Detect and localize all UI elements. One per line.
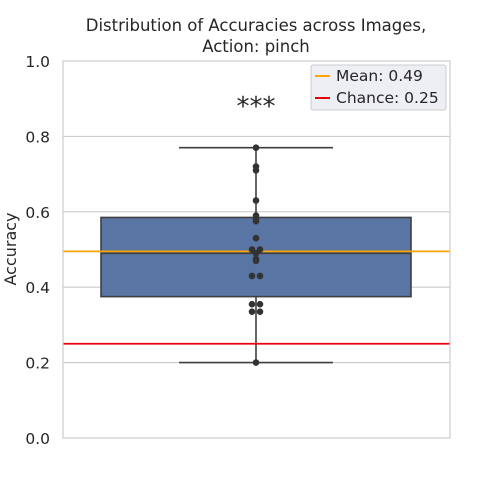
data-point-14 [256,272,264,280]
legend: Mean: 0.49 Chance: 0.25 [310,64,447,111]
data-point-12 [252,257,260,265]
data-point-3 [252,197,260,204]
data-point-19 [252,359,260,366]
y-tick-label-1: 0.2 [25,355,50,373]
legend-label-mean: Mean: 0.49 [336,67,423,85]
data-point-0 [252,144,260,152]
data-point-15 [248,300,256,308]
y-tick-label-3: 0.6 [25,204,50,222]
y-tick-labels: 0.0 0.2 0.4 0.6 0.8 1.0 [25,53,50,448]
y-axis-label: Accuracy [1,212,20,285]
data-point-6 [252,217,260,225]
data-point-18 [256,308,264,316]
chart-title-line-2: Action: pinch [202,37,310,56]
data-point-17 [248,308,256,316]
data-point-13 [248,272,256,280]
data-point-7 [252,234,260,242]
y-tick-label-2: 0.4 [25,279,50,297]
significance-annotation: *** [237,92,276,122]
y-tick-label-0: 0.0 [25,430,50,448]
legend-label-chance: Chance: 0.25 [336,89,439,107]
plot-frame [62,60,451,439]
data-points [248,144,264,366]
chart-title-line-1: Distribution of Accuracies across Images… [86,16,426,35]
data-point-10 [252,249,260,257]
y-tick-label-5: 1.0 [25,53,50,71]
data-point-16 [256,300,264,308]
data-point-2 [252,167,260,174]
legend-frame [310,64,447,111]
y-tick-label-4: 0.8 [25,128,50,146]
